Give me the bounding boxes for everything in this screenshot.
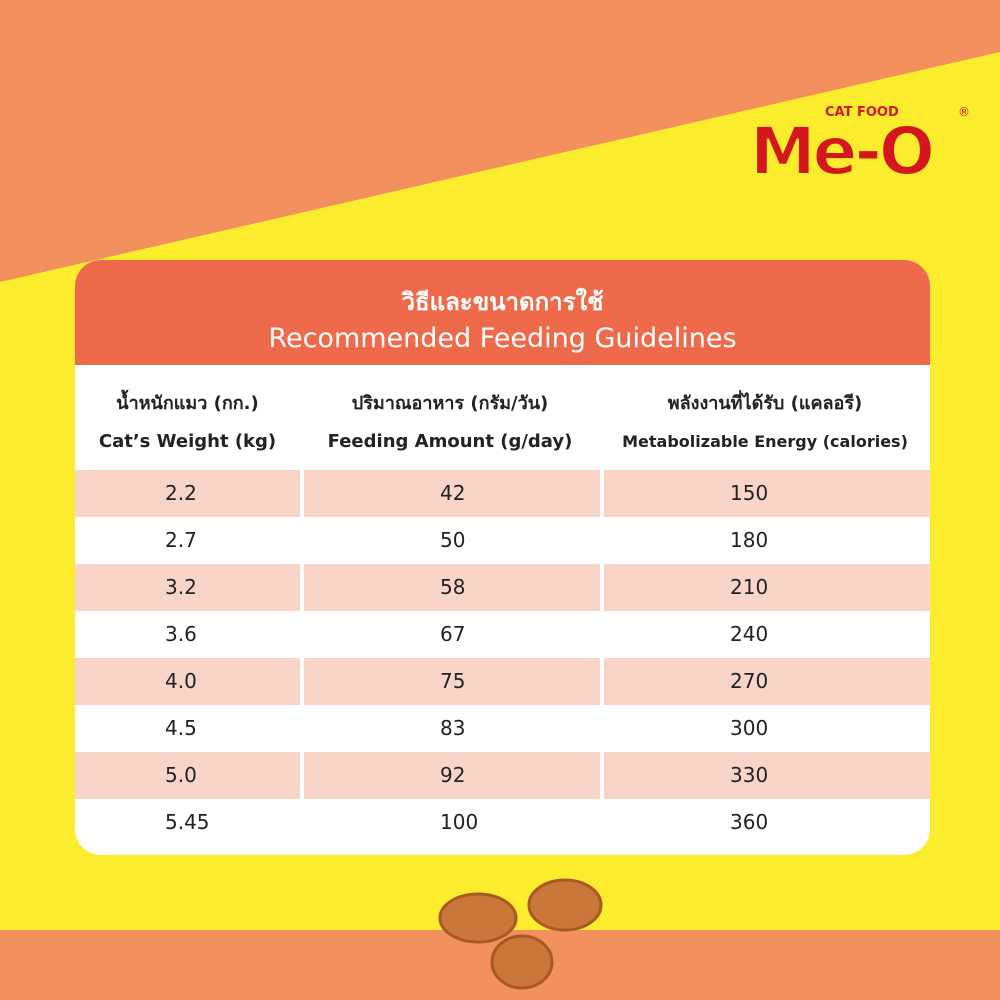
column-header: น้ำหนักแมว (กก.) Cat’s Weight (kg) xyxy=(75,385,300,461)
table-cell: 50 xyxy=(440,528,466,552)
table-cell: 5.45 xyxy=(165,810,210,834)
logo-brand: Me-O xyxy=(749,112,936,191)
feeding-table: วิธีและขนาดการใช้ Recommended Feeding Gu… xyxy=(75,260,930,855)
table-title: วิธีและขนาดการใช้ Recommended Feeding Gu… xyxy=(75,260,930,365)
table-cell: 42 xyxy=(440,481,466,505)
header-english: Metabolizable Energy (calories) xyxy=(622,432,908,451)
header-thai: น้ำหนักแมว (กก.) xyxy=(116,393,259,414)
column-header: พลังงานที่ได้รับ (แคลอรี) Metabolizable E… xyxy=(600,385,930,461)
table-row: 5.45 100 360 xyxy=(75,799,930,846)
table-row: 4.5 83 300 xyxy=(75,705,930,752)
table-cell: 210 xyxy=(730,575,769,599)
table-row: 3.2 58 210 xyxy=(75,564,930,611)
table-cell: 240 xyxy=(730,622,769,646)
table-cell: 5.0 xyxy=(165,763,197,787)
table-cell: 2.2 xyxy=(165,481,197,505)
table-cell: 3.2 xyxy=(165,575,197,599)
table-row: 4.0 75 270 xyxy=(75,658,930,705)
table-cell: 300 xyxy=(730,716,769,740)
header-thai: ปริมาณอาหาร (กรัม/วัน) xyxy=(351,393,549,414)
table-row: 2.7 50 180 xyxy=(75,517,930,564)
table-cell: 4.5 xyxy=(165,716,197,740)
table-row: 5.0 92 330 xyxy=(75,752,930,799)
table-cell: 100 xyxy=(440,810,479,834)
column-separator xyxy=(300,365,304,855)
table-cell: 4.0 xyxy=(165,669,197,693)
table-cell: 270 xyxy=(730,669,769,693)
table-cell: 2.7 xyxy=(165,528,197,552)
column-separator xyxy=(600,365,604,855)
table-row: 2.2 42 150 xyxy=(75,470,930,517)
logo-mark: ® xyxy=(958,105,970,119)
title-english: Recommended Feeding Guidelines xyxy=(268,323,737,354)
logo-tagline: CAT FOOD xyxy=(825,105,899,120)
table-cell: 150 xyxy=(730,481,769,505)
table-cell: 3.6 xyxy=(165,622,197,646)
table-cell: 360 xyxy=(730,810,769,834)
table-cell: 330 xyxy=(730,763,769,787)
header-thai: พลังงานที่ได้รับ (แคลอรี) xyxy=(667,393,863,414)
table-cell: 58 xyxy=(440,575,466,599)
table-row: 3.6 67 240 xyxy=(75,611,930,658)
table-cell: 67 xyxy=(440,622,466,646)
header-english: Feeding Amount (g/day) xyxy=(327,431,573,452)
title-thai: วิธีและขนาดการใช้ xyxy=(401,288,604,316)
column-header: ปริมาณอาหาร (กรัม/วัน) Feeding Amount (g/… xyxy=(300,385,600,461)
table-cell: 75 xyxy=(440,669,466,693)
header-english: Cat’s Weight (kg) xyxy=(98,431,277,452)
table-cell: 92 xyxy=(440,763,466,787)
table-cell: 180 xyxy=(730,528,769,552)
table-cell: 83 xyxy=(440,716,466,740)
